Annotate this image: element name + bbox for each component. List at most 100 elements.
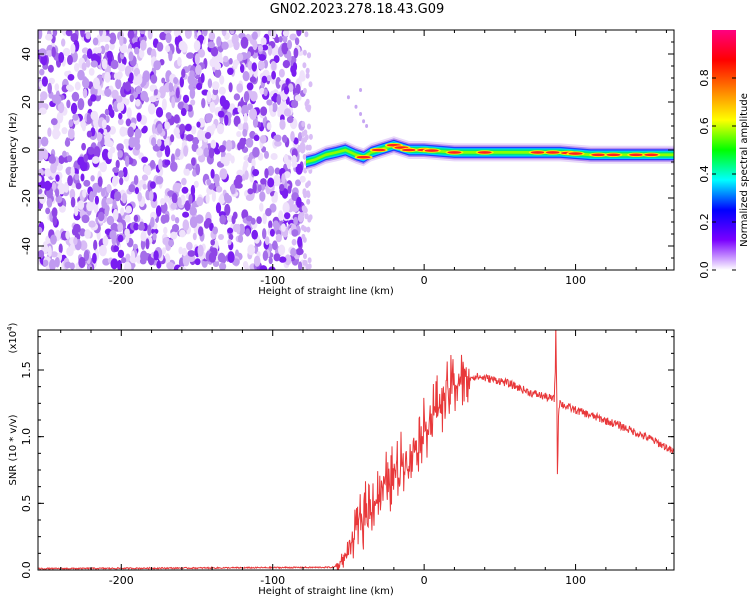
noise-blob	[79, 228, 86, 237]
noise-edge-blob	[301, 121, 306, 127]
noise-blob	[149, 159, 156, 169]
noise-blob	[54, 257, 60, 268]
noise-blob	[75, 182, 82, 190]
noise-blob	[282, 30, 290, 37]
snr-y-multiplier-base: (x10	[8, 331, 19, 354]
noise-blob	[249, 91, 258, 102]
noise-blob	[181, 247, 187, 257]
noise-blob	[264, 236, 270, 246]
noise-blob	[159, 86, 166, 99]
noise-blob	[178, 246, 183, 255]
noise-blob	[282, 60, 291, 69]
noise-blob	[151, 137, 157, 147]
stray-point	[359, 112, 363, 116]
noise-blob	[124, 261, 132, 270]
noise-blob	[209, 222, 214, 232]
noise-blob	[51, 182, 57, 191]
noise-blob	[134, 187, 139, 195]
noise-edge-blob	[308, 81, 313, 88]
noise-blob	[225, 139, 233, 152]
noise-blob	[115, 78, 122, 90]
noise-blob	[51, 207, 58, 218]
noise-blob	[122, 166, 128, 178]
noise-blob	[161, 247, 167, 255]
noise-blob	[240, 36, 249, 49]
noise-blob	[280, 223, 286, 232]
noise-blob	[216, 123, 225, 135]
noise-blob	[224, 114, 229, 126]
noise-blob	[165, 73, 171, 83]
noise-blob	[232, 59, 238, 70]
noise-blob	[295, 248, 304, 256]
signal-peak	[530, 151, 545, 154]
noise-blob	[84, 229, 91, 239]
noise-blob	[208, 147, 215, 159]
noise-blob	[253, 244, 259, 254]
noise-blob	[259, 191, 266, 202]
noise-blob	[83, 250, 90, 262]
noise-blob	[43, 149, 49, 160]
noise-blob	[73, 223, 81, 234]
noise-blob	[97, 46, 102, 54]
snr-y-tick-label: 1.0	[20, 428, 33, 446]
noise-blob	[156, 123, 163, 134]
noise-blob	[211, 190, 216, 202]
noise-blob	[153, 60, 162, 71]
noise-blob	[152, 232, 157, 241]
noise-blob	[197, 129, 205, 141]
noise-edge-blob	[307, 257, 312, 264]
noise-blob	[61, 30, 68, 36]
noise-blob	[227, 238, 232, 246]
noise-blob	[177, 101, 185, 110]
noise-blob	[77, 156, 86, 166]
noise-blob	[214, 148, 221, 155]
noise-blob	[183, 145, 189, 157]
noise-blob	[278, 210, 284, 222]
noise-blob	[195, 163, 201, 176]
noise-blob	[184, 123, 192, 132]
noise-blob	[104, 206, 109, 217]
colorbar-title: Normalized spectral amplitude	[739, 93, 750, 247]
noise-blob	[192, 232, 197, 241]
spectrogram-ticks	[38, 29, 674, 271]
noise-blob	[251, 229, 258, 240]
noise-blob	[81, 142, 86, 151]
noise-blob	[161, 77, 166, 84]
noise-blob	[62, 150, 67, 158]
noise-blob	[82, 77, 90, 89]
noise-blob	[265, 208, 272, 217]
noise-blob	[244, 263, 249, 270]
noise-blob	[44, 168, 52, 177]
noise-edge-blob	[302, 153, 307, 160]
noise-blob	[139, 49, 145, 59]
noise-blob	[212, 247, 218, 257]
spectrogram-x-tick-label: -200	[109, 274, 134, 287]
noise-blob	[191, 157, 196, 166]
noise-blob	[218, 234, 224, 240]
noise-blob	[196, 196, 204, 207]
noise-blob	[191, 202, 196, 214]
noise-blob	[81, 214, 90, 224]
noise-blob	[106, 184, 112, 194]
noise-blob	[139, 30, 146, 35]
signal-peak	[644, 153, 659, 157]
spectrogram-y-tick-label: 0	[20, 147, 33, 154]
noise-blob	[210, 139, 217, 149]
noise-blob	[252, 39, 258, 51]
noise-blob	[108, 32, 117, 45]
noise-blob	[168, 49, 173, 62]
noise-blob	[110, 258, 119, 270]
noise-blob	[291, 238, 297, 246]
noise-blob	[119, 177, 124, 186]
noise-blob	[245, 228, 251, 237]
noise-blob	[43, 259, 49, 267]
noise-blob	[134, 142, 141, 151]
noise-blob	[153, 89, 158, 96]
noise-blob	[48, 77, 55, 85]
noise-blob	[78, 256, 86, 269]
noise-blob	[98, 30, 103, 37]
noise-blob	[109, 230, 117, 240]
noise-blob	[136, 112, 142, 122]
noise-blob	[189, 87, 196, 100]
noise-blob	[38, 175, 42, 183]
